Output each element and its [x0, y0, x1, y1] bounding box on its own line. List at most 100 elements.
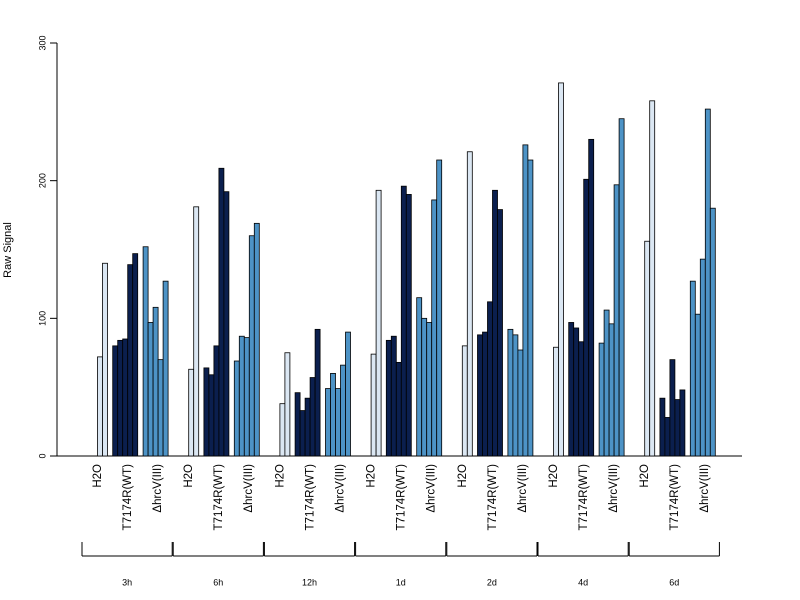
bar-t7174r-wt — [218, 167, 225, 457]
bar-hrcv-iii — [248, 235, 255, 457]
y-tick-label: 0 — [37, 453, 47, 458]
timepoint-label: 4d — [578, 577, 588, 587]
bar-h2o — [284, 352, 291, 457]
condition-label: ΔhrcV(III) — [517, 464, 529, 513]
bar-h2o — [102, 262, 108, 457]
bar-hrcv-iii — [517, 349, 524, 457]
condition-label: H2O — [639, 464, 651, 488]
timepoint-label: 2d — [487, 577, 497, 587]
bar-hrcv-iii — [709, 207, 716, 457]
bar-t7174r-wt — [390, 335, 397, 457]
bar-hrcv-iii — [436, 159, 443, 457]
bar-t7174r-wt — [497, 209, 503, 457]
condition-label: T7174R(WT) — [396, 464, 408, 531]
bar-t7174r-wt — [405, 194, 412, 457]
bar-t7174r-wt — [112, 345, 119, 457]
bar-hrcv-iii — [335, 388, 341, 457]
condition-label: H2O — [274, 464, 286, 488]
condition-label: T7174R(WT) — [487, 464, 499, 531]
bar-h2o — [466, 151, 473, 457]
bar-h2o — [649, 100, 656, 457]
bar-hrcv-iii — [147, 322, 154, 457]
y-tick-label: 100 — [37, 311, 47, 326]
bar-t7174r-wt — [127, 264, 134, 457]
bar-hrcv-iii — [243, 337, 250, 457]
bar-hrcv-iii — [694, 313, 701, 457]
condition-label: ΔhrcV(III) — [608, 464, 620, 513]
condition-label: T7174R(WT) — [122, 464, 134, 531]
condition-label: ΔhrcV(III) — [152, 464, 164, 513]
bar-hrcv-iii — [162, 280, 169, 457]
timepoint-label: 3h — [122, 577, 132, 587]
bar-h2o — [644, 240, 651, 457]
condition-label: ΔhrcV(III) — [699, 464, 711, 513]
condition-label: ΔhrcV(III) — [243, 464, 255, 513]
condition-label: H2O — [457, 464, 469, 488]
bar-hrcv-iii — [157, 359, 164, 457]
bar-t7174r-wt — [588, 138, 595, 457]
bar-t7174r-wt — [492, 189, 498, 457]
timepoint-label: 1d — [396, 577, 406, 587]
bar-hrcv-iii — [340, 364, 346, 457]
bar-t7174r-wt — [578, 341, 585, 457]
bar-hrcv-iii — [426, 322, 433, 457]
timepoint-label: 6h — [213, 577, 223, 587]
bar-h2o — [553, 346, 559, 457]
bar-hrcv-iii — [527, 159, 534, 457]
bar-h2o — [370, 353, 377, 457]
condition-label: T7174R(WT) — [213, 464, 225, 531]
bar-t7174r-wt — [213, 345, 220, 457]
bar-t7174r-wt — [674, 399, 681, 457]
bar-h2o — [188, 368, 195, 457]
condition-label: H2O — [548, 464, 560, 488]
bar-t7174r-wt — [117, 339, 124, 457]
y-tick-label: 200 — [37, 173, 47, 188]
bar-hrcv-iii — [330, 372, 336, 457]
timepoint-label: 12h — [302, 577, 317, 587]
bar-hrcv-iii — [325, 388, 331, 457]
bar-t7174r-wt — [573, 327, 580, 457]
bar-hrcv-iii — [704, 108, 711, 457]
bar-t7174r-wt — [487, 301, 493, 457]
timepoint-label: 6d — [669, 577, 679, 587]
y-axis-label: Raw Signal — [2, 222, 14, 278]
bar-hrcv-iii — [618, 118, 625, 457]
bar-hrcv-iii — [689, 280, 696, 457]
bar-t7174r-wt — [208, 374, 215, 457]
condition-label: T7174R(WT) — [578, 464, 590, 531]
bar-t7174r-wt — [122, 338, 129, 457]
bar-h2o — [375, 189, 382, 457]
bar-hrcv-iii — [253, 222, 260, 457]
bar-hrcv-iii — [603, 309, 610, 457]
bar-t7174r-wt — [203, 367, 210, 457]
bar-h2o — [558, 82, 564, 457]
condition-label: H2O — [92, 464, 104, 488]
x-labels: H2O T7174R(WT) ΔhrcV(III) 3h H2O T7174R(WT) Δh… — [81, 464, 720, 587]
bar-hrcv-iii — [431, 199, 438, 457]
bar-t7174r-wt — [669, 359, 676, 457]
bar-h2o — [279, 403, 286, 457]
bar-hrcv-iii — [152, 306, 159, 457]
bar-t7174r-wt — [294, 392, 301, 457]
bar-t7174r-wt — [477, 334, 483, 457]
condition-label: H2O — [366, 464, 378, 488]
bar-h2o — [97, 356, 103, 457]
bar-hrcv-iii — [522, 144, 529, 457]
bar-t7174r-wt — [400, 185, 407, 457]
bar-t7174r-wt — [132, 253, 139, 457]
bar-hrcv-iii — [613, 184, 620, 457]
bar-t7174r-wt — [395, 361, 402, 457]
bar-hrcv-iii — [699, 258, 706, 457]
condition-label: T7174R(WT) — [669, 464, 681, 531]
bar-hrcv-iii — [507, 328, 514, 457]
bar-h2o — [461, 345, 468, 457]
bar-hrcv-iii — [598, 342, 605, 457]
bar-hrcv-iii — [416, 297, 423, 457]
bar-hrcv-iii — [238, 335, 245, 457]
bar-t7174r-wt — [679, 389, 686, 457]
condition-label: ΔhrcV(III) — [334, 464, 346, 513]
bar-hrcv-iii — [512, 334, 519, 457]
bar-t7174r-wt — [309, 377, 316, 457]
bar-hrcv-iii — [608, 323, 615, 457]
